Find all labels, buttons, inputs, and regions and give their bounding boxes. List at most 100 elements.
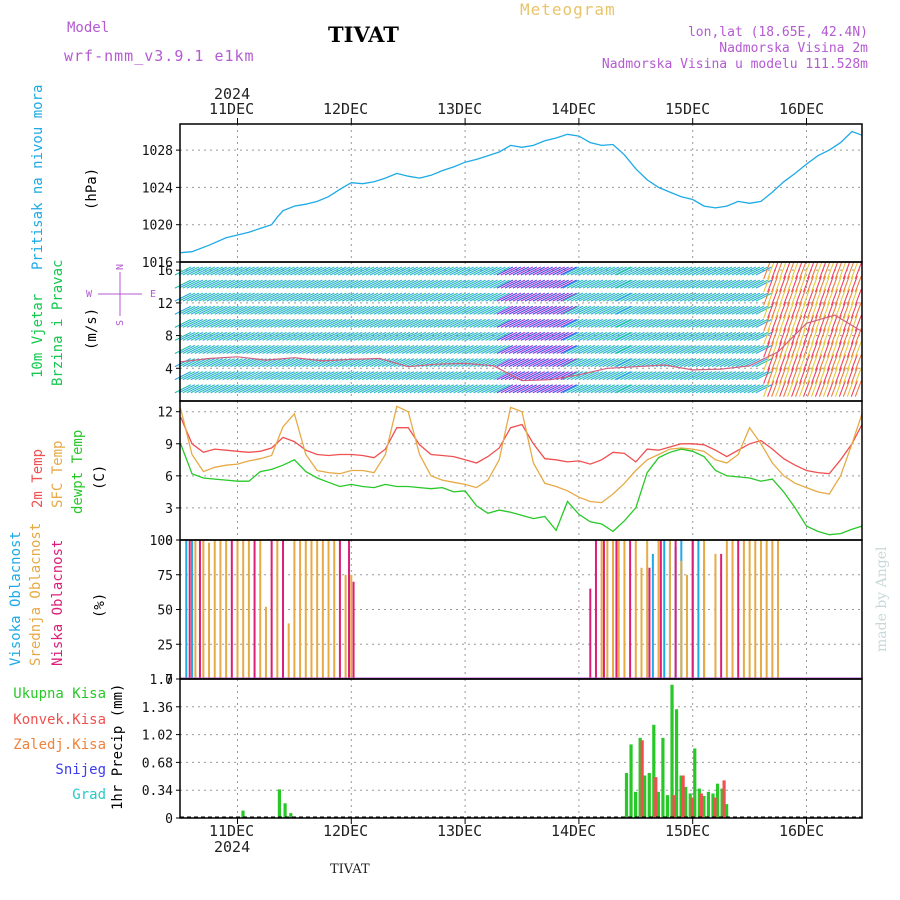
wind-barb	[190, 331, 208, 341]
wind-barb	[610, 344, 627, 354]
wind-barb	[250, 305, 267, 315]
wind-barb	[520, 384, 538, 394]
wind-barb	[834, 341, 842, 358]
wind-barb	[767, 275, 775, 293]
wind-barb	[353, 384, 371, 394]
wind-barb	[250, 371, 267, 381]
wind-barb	[262, 358, 279, 368]
wind-barb	[687, 305, 705, 315]
wind-barb	[683, 331, 701, 341]
wind-tick-label: 4	[165, 362, 173, 377]
wind-barb	[274, 344, 291, 354]
wind-barb	[687, 292, 705, 302]
altitude-info: Nadmorska Visina 2m	[719, 41, 868, 56]
wind-barb	[640, 279, 657, 289]
wind-barb	[834, 367, 842, 384]
wind-barb	[457, 371, 474, 381]
wind-barb	[250, 279, 267, 289]
wind-barb	[548, 384, 565, 394]
wind-barb	[222, 358, 239, 368]
wind-barb	[493, 331, 510, 341]
wind-barb	[282, 344, 299, 354]
wind-barb	[310, 279, 327, 289]
wind-barb	[445, 292, 462, 302]
wind-barb	[429, 371, 447, 381]
wind-barb	[266, 331, 283, 341]
wind-barb	[318, 292, 335, 302]
wind-barb	[719, 358, 737, 368]
wind-barb	[719, 292, 737, 302]
wind-barb	[632, 305, 649, 315]
wind-barb	[636, 331, 653, 341]
wind-barb	[333, 318, 351, 328]
wind-barb	[735, 331, 753, 341]
wind-barb	[329, 344, 347, 354]
wind-barb	[739, 371, 757, 381]
wind-barb	[711, 305, 729, 315]
wind-barb	[771, 275, 779, 293]
wind-label-2: Brzina i Pravac	[50, 259, 66, 386]
wind-barb	[512, 292, 530, 302]
wind-barb	[298, 305, 315, 315]
wind-barb	[381, 305, 399, 315]
wind-barb	[810, 354, 818, 371]
wind-barb	[282, 318, 299, 328]
wind-barb	[556, 292, 573, 302]
wind-barb	[322, 344, 339, 354]
precip-tick-label: 1.36	[142, 701, 173, 716]
wind-barb	[556, 384, 573, 394]
wind-barb	[242, 384, 259, 394]
wind-barb	[606, 318, 623, 328]
wind-barb	[799, 262, 807, 280]
wind-barb	[469, 292, 486, 302]
wind-barb	[614, 318, 631, 328]
wind-barb	[465, 266, 482, 276]
precip-total-bar	[629, 744, 633, 818]
wind-barb	[822, 354, 830, 371]
wind-barb	[389, 305, 407, 315]
wind-barb	[719, 344, 737, 354]
wind-barb	[667, 305, 685, 315]
wind-barb	[544, 292, 561, 302]
wind-barb	[652, 384, 669, 394]
wind-barb	[433, 305, 451, 315]
wind-barb	[258, 344, 275, 354]
wind-barb	[644, 305, 661, 315]
pressure-tick-label: 1028	[142, 144, 173, 159]
wind-barb	[667, 331, 685, 341]
wind-barb	[715, 292, 733, 302]
compass-west-label: W	[86, 289, 93, 300]
wind-barb	[640, 358, 657, 368]
wind-barb	[298, 384, 315, 394]
frame-layer	[179, 123, 863, 819]
wind-barb	[393, 344, 411, 354]
precip-total-bar	[693, 748, 697, 818]
wind-barb	[341, 292, 359, 302]
pressure-tick-label: 1020	[142, 219, 173, 234]
wind-barb	[433, 318, 451, 328]
wind-barb	[787, 380, 795, 397]
wind-barb	[310, 305, 327, 315]
wind-barb	[806, 302, 814, 319]
wind-barb	[763, 302, 771, 319]
wind-barb	[449, 371, 466, 381]
wind-barb	[598, 266, 616, 276]
wind-barb	[242, 279, 259, 289]
wind-barb	[274, 292, 291, 302]
wind-barb	[699, 384, 717, 394]
wind-barb	[469, 331, 486, 341]
top-axis-day: 11DEC	[209, 100, 255, 118]
precip-total-bar	[670, 684, 674, 818]
wind-barb	[735, 358, 753, 368]
wind-barb	[719, 279, 737, 289]
wind-barb	[663, 305, 681, 315]
wind-barb	[675, 344, 693, 354]
wind-barb	[218, 292, 235, 302]
wind-barb	[814, 275, 822, 293]
wind-barb	[644, 344, 661, 354]
wind-barb	[226, 344, 243, 354]
precip-total-bar	[656, 791, 660, 818]
wind-barb	[691, 279, 709, 289]
wind-barb	[838, 367, 846, 384]
wind-barb	[489, 384, 506, 394]
